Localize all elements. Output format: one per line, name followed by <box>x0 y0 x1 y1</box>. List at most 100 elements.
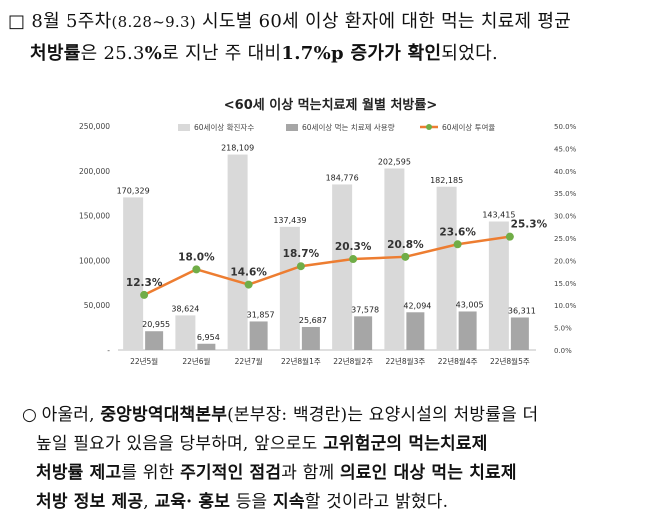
y-right-tick-label: 30.0% <box>554 213 577 221</box>
bar-confirmed <box>488 221 509 350</box>
notice-paragraph: ○ 아울러, 중앙방역대책본부(본부장: 백경란)는 요양시설의 처방률을 더 … <box>22 401 652 517</box>
y-right-tick-label: 5.0% <box>554 325 572 333</box>
rate-line <box>143 235 511 297</box>
percent-sign: % <box>144 43 163 64</box>
text: (본부장: 백경란)는 요양시설의 처방률을 더 <box>227 405 539 425</box>
x-tick-label: 22년6월 <box>182 356 210 366</box>
bar-usage-label: 37,578 <box>351 305 379 314</box>
bar-usage <box>406 312 425 350</box>
bar-confirmed <box>279 226 300 350</box>
week-label: 8월 5주차 <box>31 11 112 32</box>
bar-confirmed <box>384 168 405 350</box>
bar-confirmed-label: 170,329 <box>117 186 150 195</box>
legend-usage-label: 60세이상 먹는 치료제 사용량 <box>302 122 395 132</box>
summary-line-2: 처방률은 25.3%로 지난 주 대비1.7%p 증가가 확인되었다. <box>8 38 658 69</box>
legend-confirmed-label: 60세이상 확진자수 <box>194 122 254 132</box>
square-bullet-icon: □ <box>8 11 26 32</box>
notice-line-2: 높일 필요가 있음을 당부하며, 앞으로도 고위험군의 먹는치료제 <box>22 430 652 459</box>
bar-usage-label: 42,094 <box>403 301 431 310</box>
ending-text: 되었다. <box>441 43 498 64</box>
y-right-tick-label: 40.0% <box>554 168 577 176</box>
chart-title: <60세 이상 먹는치료제 월별 처방률> <box>223 98 438 113</box>
notice-line-4: 처방 정보 제공, 교육· 홍보 등을 지속할 것이라고 밝혔다. <box>22 488 652 517</box>
rate-marker <box>244 280 253 289</box>
rate-marker <box>349 255 358 264</box>
rate-label: 25.3% <box>511 219 548 231</box>
date-range: (8.28~9.3) <box>111 13 196 31</box>
rate-marker <box>453 240 462 249</box>
notice-line-3: 처방률 제고를 위한 주기적인 점검과 함께 의료인 대상 먹는 치료제 <box>22 459 652 488</box>
bar-usage <box>249 321 268 350</box>
bar-confirmed <box>332 184 353 350</box>
legend-rate-label: 60세이상 투여율 <box>442 122 495 132</box>
legend-rate-marker <box>426 124 432 130</box>
y-right-tick-label: 15.0% <box>554 280 577 288</box>
summary-line-1: □ 8월 5주차(8.28~9.3) 시도별 60세 이상 환자에 대한 먹는 … <box>8 6 658 38</box>
bar-usage-label: 36,311 <box>508 306 536 315</box>
summary-paragraph: □ 8월 5주차(8.28~9.3) 시도별 60세 이상 환자에 대한 먹는 … <box>8 6 658 69</box>
y-right-tick-label: 50.0% <box>554 123 577 131</box>
circle-bullet-icon: ○ <box>22 405 38 425</box>
y-right-tick-label: 10.0% <box>554 302 577 310</box>
bar-confirmed-label: 38,624 <box>171 304 199 313</box>
prescription-rate-chart: - 50,000 100,000 150,000 200,000 250,000 0.0% 5… <box>79 122 577 366</box>
text: 등을 <box>230 492 273 512</box>
y-right-tick-label: 20.0% <box>554 257 577 265</box>
bar-confirmed-label: 143,415 <box>482 211 515 220</box>
legend-confirmed-swatch <box>178 124 190 131</box>
rate-marker <box>505 232 514 241</box>
x-tick-label: 22년8월3주 <box>385 356 425 366</box>
legend-usage-swatch <box>286 124 298 131</box>
x-tick-label: 22년8월4주 <box>438 356 478 366</box>
bar-confirmed-label: 202,595 <box>378 157 411 166</box>
bar-confirmed <box>123 197 144 350</box>
bar-confirmed-label: 137,439 <box>273 216 306 225</box>
y-right-tick-label: 45.0% <box>554 145 577 153</box>
x-tick-label: 22년8월1주 <box>281 356 321 366</box>
y-left-tick-label: - <box>107 346 110 355</box>
bar-confirmed-label: 182,185 <box>430 176 463 185</box>
summary-text: 시도별 60세 이상 환자에 대한 먹는 치료제 평균 <box>195 11 572 32</box>
x-tick-label: 22년8월5주 <box>490 356 530 366</box>
bar-usage-label: 25,687 <box>299 316 327 325</box>
rate-text: 은 25.3 <box>80 43 145 64</box>
increase-value: 1.7%p <box>281 43 344 64</box>
bar-usage <box>197 343 216 350</box>
agency-name: 중앙방역대책본부 <box>100 405 228 425</box>
bar-usage-label: 43,005 <box>456 300 484 309</box>
rate-marker <box>140 290 149 299</box>
rate-label: 18.7% <box>283 248 320 260</box>
bar-usage <box>354 316 373 350</box>
bar-usage <box>145 331 164 350</box>
rate-label: 20.8% <box>387 239 424 251</box>
bar-confirmed <box>227 154 248 350</box>
bar-confirmed-label: 218,109 <box>221 144 254 153</box>
rate-marker <box>192 265 201 274</box>
emphasis-text: 고위험군의 먹는치료제 <box>323 434 488 454</box>
x-tick-label: 22년7월 <box>235 356 263 366</box>
y-right-tick-label: 25.0% <box>554 235 577 243</box>
y-left-tick-label: 250,000 <box>79 122 110 131</box>
rate-label: 18.0% <box>178 251 215 263</box>
bar-usage <box>510 317 529 350</box>
emphasis-text: 처방 정보 제공 <box>36 492 144 512</box>
y-left-tick-label: 100,000 <box>79 256 110 265</box>
bar-usage-label: 6,954 <box>197 333 220 342</box>
y-left-tick-label: 50,000 <box>84 301 110 310</box>
text: 과 함께 <box>281 463 340 483</box>
rate-label: 14.6% <box>230 267 267 279</box>
rate-label: 12.3% <box>126 277 163 289</box>
rate-marker <box>296 262 305 271</box>
bar-usage <box>301 326 320 350</box>
increase-text: 증가가 확인 <box>343 43 442 64</box>
bar-usage-label: 20,955 <box>142 320 170 329</box>
x-tick-label: 22년8월2주 <box>333 356 373 366</box>
text: , <box>143 492 155 512</box>
emphasis-text: 주기적인 점검 <box>180 463 282 483</box>
bar-confirmed <box>175 315 196 350</box>
text: 아울러, <box>41 405 101 425</box>
bar-usage <box>458 311 477 350</box>
bar-confirmed <box>436 186 457 350</box>
rate-marker <box>401 252 410 261</box>
rate-label: 23.6% <box>439 226 476 238</box>
